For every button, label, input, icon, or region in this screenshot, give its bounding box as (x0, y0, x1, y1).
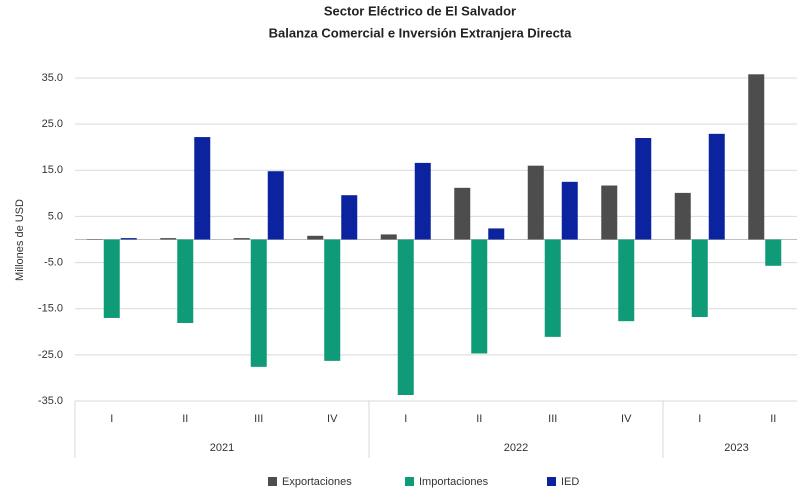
x-tick-label: I (110, 413, 113, 425)
legend-label: IED (561, 476, 579, 488)
bar (250, 239, 267, 367)
group-label: 2023 (724, 442, 748, 454)
y-tick-label: -5.0 (44, 256, 63, 268)
legend-swatch (268, 477, 277, 486)
bar (103, 239, 120, 318)
bar (233, 238, 250, 240)
bar (307, 235, 324, 240)
bar (691, 239, 708, 318)
bar (561, 181, 578, 240)
bar (397, 239, 414, 396)
bar (454, 187, 471, 240)
bar (748, 74, 765, 240)
x-tick-label: IV (621, 413, 632, 425)
y-tick-label: 5.0 (48, 210, 63, 222)
x-tick-label: IV (327, 413, 338, 425)
y-tick-label: -25.0 (38, 349, 63, 361)
y-tick-label: 25.0 (42, 118, 63, 130)
chart-subtitle: Balanza Comercial e Inversión Extranjera… (269, 25, 573, 40)
group-label: 2021 (210, 442, 234, 454)
bar (618, 239, 635, 322)
legend-label: Importaciones (419, 476, 489, 488)
legend-label: Exportaciones (282, 476, 352, 488)
group-label: 2022 (504, 442, 528, 454)
bar (380, 234, 397, 240)
bar (674, 192, 691, 240)
chart-title: Sector Eléctrico de El Salvador (324, 3, 516, 18)
bar (414, 162, 431, 240)
bar (341, 195, 358, 240)
y-tick-label: 35.0 (42, 72, 63, 84)
bar (324, 239, 341, 361)
y-axis-label: Millones de USD (14, 199, 26, 281)
bar (471, 239, 488, 354)
bar (544, 239, 561, 337)
x-tick-label: II (476, 413, 482, 425)
x-tick-label: II (770, 413, 776, 425)
bar (488, 228, 505, 240)
x-tick-label: III (254, 413, 263, 425)
bar (194, 137, 211, 240)
y-tick-label: -15.0 (38, 303, 63, 315)
bar (177, 239, 194, 324)
x-tick-label: II (182, 413, 188, 425)
bar (635, 137, 652, 240)
bar (708, 133, 725, 240)
bar (527, 165, 544, 240)
bar (120, 238, 137, 240)
bar (160, 238, 177, 240)
x-tick-label: I (404, 413, 407, 425)
bar (601, 185, 618, 240)
bar (765, 239, 782, 266)
x-tick-label: I (698, 413, 701, 425)
bar (267, 171, 284, 240)
x-tick-label: III (548, 413, 557, 425)
legend-swatch (405, 477, 414, 486)
legend-swatch (547, 477, 556, 486)
y-tick-label: -35.0 (38, 395, 63, 407)
y-tick-label: 15.0 (42, 164, 63, 176)
